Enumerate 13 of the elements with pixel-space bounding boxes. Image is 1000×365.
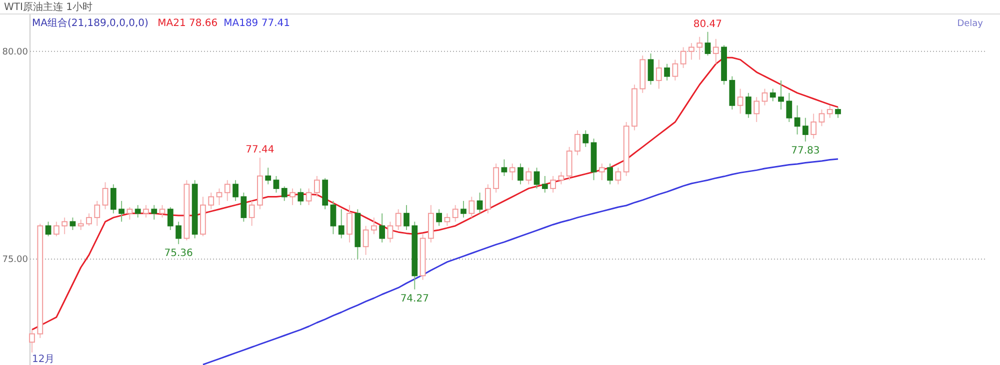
y-tick-label: 75.00	[2, 255, 28, 266]
annotation: 80.47	[693, 18, 722, 30]
annotation: 12月	[32, 354, 55, 365]
text: MA189 77.41	[224, 18, 290, 29]
y-tick-label: 80.00	[2, 47, 28, 58]
annotation: 74.27	[400, 293, 429, 304]
annotation: 77.44	[246, 144, 274, 156]
annotation: 77.83	[791, 146, 820, 157]
text: MA21 78.66	[158, 18, 218, 29]
text: Delay	[957, 19, 984, 29]
annotation: 75.36	[164, 248, 193, 260]
legend-title: MA组合(21,189,0,0,0,0)	[32, 17, 152, 29]
chart-title: WTI原油主连 1小时	[4, 1, 92, 13]
